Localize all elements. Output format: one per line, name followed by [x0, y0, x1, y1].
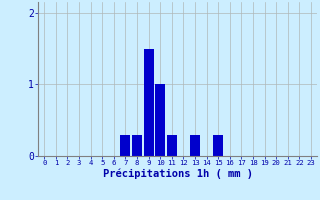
Bar [144, 49, 154, 156]
Bar [167, 135, 177, 156]
Bar [190, 135, 200, 156]
Bar [120, 135, 130, 156]
Bar [155, 84, 165, 156]
Bar [132, 135, 142, 156]
X-axis label: Précipitations 1h ( mm ): Précipitations 1h ( mm ) [103, 169, 252, 179]
Bar [213, 135, 223, 156]
